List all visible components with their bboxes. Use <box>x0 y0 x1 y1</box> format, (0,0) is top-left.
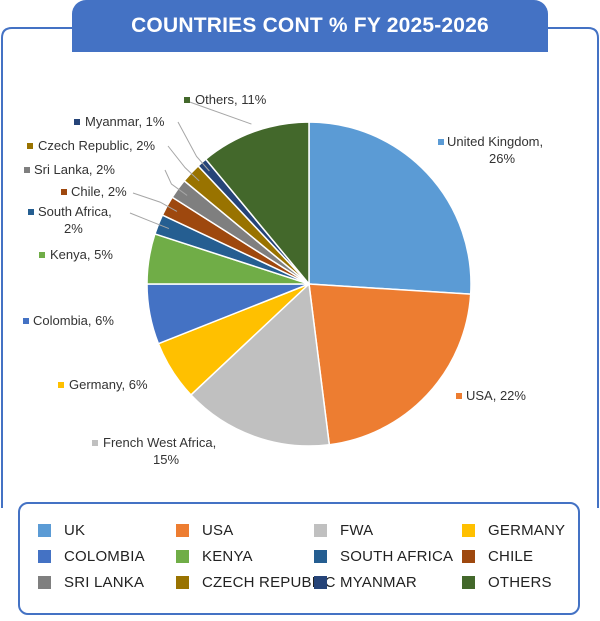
data-label-french-west-africa: French West Africa, 15% <box>103 435 216 467</box>
legend-item-fwa: FWA <box>314 521 462 539</box>
data-label-marker-myanmar <box>74 119 80 125</box>
legend-swatch <box>462 523 475 537</box>
leader-line-chile <box>132 192 178 212</box>
legend-label: SOUTH AFRICA <box>340 547 454 565</box>
legend-label: UK <box>64 521 86 539</box>
leader-line-sri-lanka <box>164 169 188 196</box>
data-label-sri-lanka: Sri Lanka, 2% <box>34 162 115 177</box>
data-label-marker-french-west-africa <box>92 440 98 446</box>
data-label-chile: Chile, 2% <box>71 184 127 199</box>
data-label-marker-usa <box>456 393 462 399</box>
legend-swatch <box>314 549 327 563</box>
legend-item-uk: UK <box>38 521 176 539</box>
legend-swatch <box>314 575 327 589</box>
data-label-germany: Germany, 6% <box>69 377 148 392</box>
data-label-myanmar: Myanmar, 1% <box>85 114 165 129</box>
pie-slice-others <box>204 121 310 287</box>
leader-line-myanmar <box>177 121 210 172</box>
pie-slice-usa <box>308 283 472 446</box>
legend: UK USA FWA GERMANY COLOMBIA KENYA SOUTH AFRICA… <box>18 502 580 615</box>
legend-swatch <box>38 523 51 537</box>
data-label-marker-south-africa <box>28 209 34 215</box>
legend-swatch <box>38 549 51 563</box>
data-label-czech-republic: Czech Republic, 2% <box>38 138 155 153</box>
data-label-colombia: Colombia, 6% <box>33 313 114 328</box>
data-label-united-kingdom: United Kingdom, 26% <box>447 134 543 166</box>
leader-line-czech-republic <box>167 145 200 182</box>
legend-item-south-africa: SOUTH AFRICA <box>314 547 462 565</box>
legend-label: OTHERS <box>488 573 552 591</box>
legend-label: USA <box>202 521 234 539</box>
legend-label: CHILE <box>488 547 534 565</box>
legend-item-czech-republic: CZECH REPUBLIC <box>176 574 335 591</box>
legend-item-germany: GERMANY <box>462 521 582 539</box>
data-label-south-africa: South Africa, 2% <box>38 204 112 236</box>
legend-label: FWA <box>340 521 374 539</box>
leader-line-others <box>183 99 252 125</box>
legend-swatch <box>314 523 327 537</box>
data-label-others: Others, 11% <box>195 92 267 107</box>
legend-item-colombia: COLOMBIA <box>38 547 176 565</box>
data-label-marker-others <box>184 97 190 103</box>
data-label-usa: USA, 22% <box>466 388 526 403</box>
legend-label: GERMANY <box>488 521 566 539</box>
chart-title-banner: COUNTRIES CONT % FY 2025-2026 <box>72 0 548 52</box>
chart-title: COUNTRIES CONT % FY 2025-2026 <box>131 14 489 37</box>
legend-swatch <box>38 575 51 589</box>
data-label-marker-colombia <box>23 318 29 324</box>
data-label-marker-united-kingdom <box>438 139 444 145</box>
legend-label: COLOMBIA <box>64 547 145 565</box>
legend-swatch <box>462 575 475 589</box>
leader-line-south-africa <box>129 212 170 230</box>
legend-grid: UK USA FWA GERMANY COLOMBIA KENYA SOUTH AFRICA… <box>38 521 568 591</box>
legend-swatch <box>176 575 189 589</box>
data-labels: United Kingdom, 26% USA, 22% French West Af… <box>23 92 543 467</box>
legend-item-sri-lanka: SRI LANKA <box>38 573 176 591</box>
pie-slices <box>146 121 472 447</box>
pie-slice-french-west-africa <box>189 282 331 447</box>
legend-item-others: OTHERS <box>462 573 582 591</box>
legend-swatch <box>176 523 189 537</box>
legend-label: CZECH REPUBLIC <box>202 573 336 591</box>
leader-lines <box>129 99 252 230</box>
legend-swatch <box>462 549 475 563</box>
legend-label: SRI LANKA <box>64 573 145 591</box>
legend-swatch <box>176 549 189 563</box>
legend-label: MYANMAR <box>340 573 417 591</box>
legend-item-myanmar: MYANMAR <box>314 573 462 591</box>
legend-item-chile: CHILE <box>462 547 582 565</box>
data-label-marker-germany <box>58 382 64 388</box>
pie-slice-united-kingdom <box>308 121 472 295</box>
data-label-marker-chile <box>61 189 67 195</box>
legend-label: KENYA <box>202 547 253 565</box>
data-label-marker-kenya <box>39 252 45 258</box>
data-label-kenya: Kenya, 5% <box>50 247 113 262</box>
data-label-marker-sri-lanka <box>24 167 30 173</box>
legend-item-kenya: KENYA <box>176 547 314 565</box>
legend-item-usa: USA <box>176 521 314 539</box>
data-label-marker-czech-republic <box>27 143 33 149</box>
